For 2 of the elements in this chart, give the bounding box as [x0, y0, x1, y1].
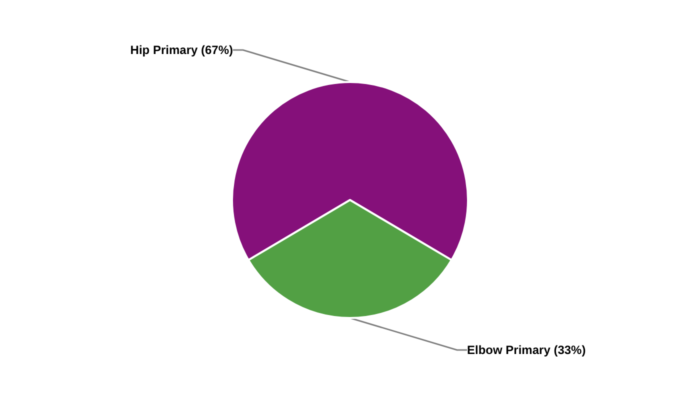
slice-label: Elbow Primary (33%)	[467, 343, 586, 357]
slice-label: Hip Primary (67%)	[130, 43, 234, 57]
